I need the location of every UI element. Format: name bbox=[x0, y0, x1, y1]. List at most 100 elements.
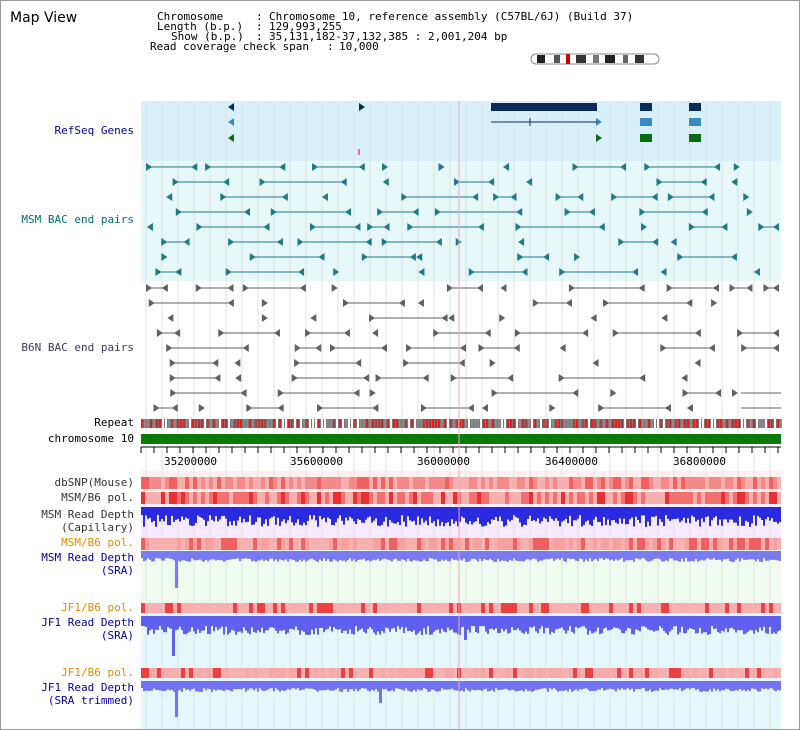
depth-bar bbox=[545, 681, 547, 689]
depth-bar bbox=[341, 507, 343, 521]
pol-cell bbox=[513, 538, 517, 550]
repeat-block bbox=[363, 419, 365, 428]
track-label-jf1-read-sra[interactable]: JF1 Read Depth bbox=[41, 616, 134, 629]
pol-cell bbox=[421, 492, 425, 504]
pol-cell bbox=[689, 477, 693, 489]
b6n-bac-end bbox=[234, 359, 241, 367]
b6n-bac-end bbox=[242, 284, 249, 292]
b6n-bac-track[interactable] bbox=[146, 284, 781, 412]
pol-cell bbox=[157, 492, 161, 504]
pol-cell bbox=[353, 668, 357, 678]
depth-bar bbox=[219, 551, 221, 561]
polymorphism-strips[interactable] bbox=[141, 477, 781, 678]
refseq-genes-track[interactable] bbox=[228, 103, 701, 155]
depth-bar bbox=[475, 507, 477, 522]
depth-bar bbox=[147, 507, 149, 519]
depth-bar bbox=[423, 507, 425, 523]
depth-bar bbox=[351, 616, 353, 634]
depth-bar bbox=[175, 507, 177, 520]
pol-cell bbox=[637, 668, 641, 678]
track-label-msm-read-sra[interactable]: MSM Read Depth bbox=[41, 551, 134, 564]
depth-bar bbox=[365, 551, 367, 561]
depth-bar bbox=[455, 551, 457, 560]
pol-cell bbox=[317, 477, 321, 489]
track-label-jf1-b6-pol-2[interactable]: JF1/B6 pol. bbox=[61, 666, 134, 679]
pol-cell bbox=[669, 477, 673, 489]
pol-cell bbox=[745, 477, 749, 489]
repeat-block bbox=[150, 419, 152, 428]
depth-bar bbox=[149, 551, 151, 560]
pol-cell bbox=[229, 668, 233, 678]
track-label-msm-b6-pol-2[interactable]: MSM/B6 pol. bbox=[61, 536, 134, 549]
repeat-block bbox=[381, 419, 383, 428]
depth-bar bbox=[749, 551, 751, 560]
b6n-bac-end bbox=[763, 284, 770, 292]
msm-bac-end bbox=[472, 193, 479, 201]
pol-cell bbox=[293, 538, 297, 550]
depth-bar bbox=[367, 507, 369, 518]
chromosome-bar[interactable] bbox=[141, 434, 781, 444]
pol-cell bbox=[281, 603, 285, 613]
pol-cell bbox=[593, 603, 597, 613]
b6n-bac-end bbox=[568, 284, 575, 292]
depth-bar bbox=[413, 681, 415, 690]
repeat-block bbox=[738, 419, 740, 428]
pol-cell bbox=[317, 603, 321, 613]
track-label-jf1-read-trimmed[interactable]: JF1 Read Depth bbox=[41, 681, 134, 694]
b6n-bac-end bbox=[171, 404, 178, 412]
track-label-msm-b6-pol[interactable]: MSM/B6 pol. bbox=[61, 491, 134, 504]
repeat-block bbox=[498, 419, 500, 428]
b6n-bac-end bbox=[549, 404, 556, 412]
pol-cell bbox=[661, 603, 665, 613]
pol-cell bbox=[449, 538, 453, 550]
depth-bar bbox=[307, 681, 309, 689]
track-label-dbsnp[interactable]: dbSNP(Mouse) bbox=[54, 476, 134, 489]
depth-bar bbox=[269, 507, 271, 519]
msm-bac-end bbox=[270, 208, 277, 216]
depth-bar bbox=[345, 551, 347, 562]
depth-bar bbox=[553, 681, 555, 689]
pol-cell bbox=[745, 492, 749, 504]
pol-cell bbox=[353, 492, 357, 504]
depth-bar bbox=[331, 507, 333, 526]
repeat-block bbox=[174, 419, 176, 428]
track-label-jf1-b6-pol[interactable]: JF1/B6 pol. bbox=[61, 601, 134, 614]
msm-bac-end bbox=[454, 178, 461, 186]
track-label-b6n-bac[interactable]: B6N BAC end pairs bbox=[21, 341, 134, 354]
pol-cell bbox=[625, 477, 629, 489]
depth-bar bbox=[597, 507, 599, 522]
repeat-block bbox=[432, 419, 434, 428]
repeat-block bbox=[369, 419, 371, 428]
pol-cell bbox=[173, 538, 177, 550]
track-label-repeat[interactable]: Repeat bbox=[94, 416, 134, 429]
repeat-track[interactable] bbox=[141, 419, 782, 428]
chromosome-ideogram[interactable] bbox=[530, 53, 660, 65]
pol-cell bbox=[317, 492, 321, 504]
depth-bar bbox=[679, 551, 681, 562]
pol-cell bbox=[453, 477, 457, 489]
depth-bar bbox=[295, 681, 297, 690]
chromosome-sep: : bbox=[256, 10, 263, 23]
pol-cell bbox=[437, 538, 441, 550]
pol-cell bbox=[385, 603, 389, 613]
depth-bar bbox=[263, 507, 265, 524]
track-label-refseq[interactable]: RefSeq Genes bbox=[54, 124, 134, 137]
depth-bar bbox=[761, 551, 763, 562]
track-label-msm-bac[interactable]: MSM BAC end pairs bbox=[21, 213, 134, 226]
msm-bac-track[interactable] bbox=[146, 163, 779, 276]
depth-bar bbox=[605, 681, 607, 690]
depth-bar bbox=[707, 616, 709, 635]
depth-bar bbox=[777, 616, 779, 632]
track-label-msm-read-capillary[interactable]: MSM Read Depth bbox=[41, 508, 134, 521]
depth-bar bbox=[751, 681, 753, 689]
depth-bar bbox=[333, 551, 335, 560]
depth-bar bbox=[297, 551, 299, 562]
read-depth-tracks[interactable] bbox=[141, 507, 781, 717]
repeat-block bbox=[408, 419, 410, 428]
depth-bar bbox=[407, 507, 409, 517]
depth-bar bbox=[537, 507, 539, 519]
pol-cell bbox=[777, 538, 781, 550]
depth-bar bbox=[609, 681, 611, 689]
depth-bar bbox=[177, 507, 179, 519]
